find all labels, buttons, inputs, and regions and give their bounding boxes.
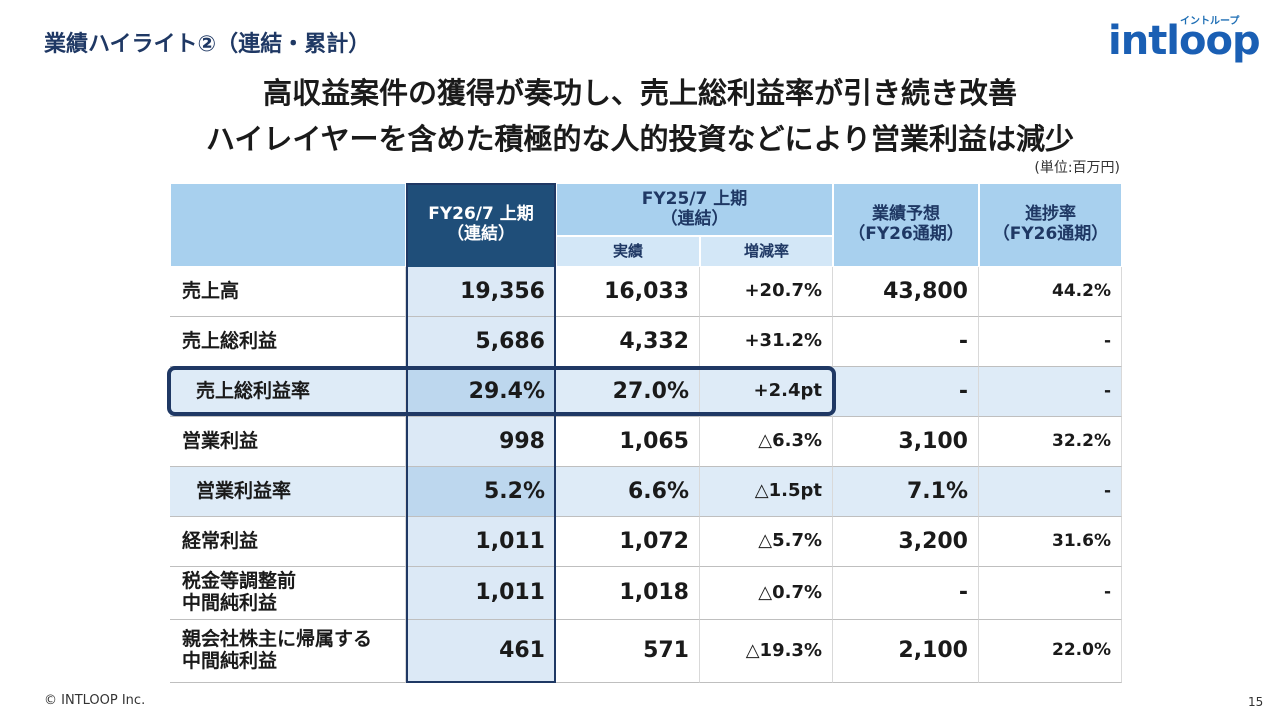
table-cell: - — [979, 467, 1122, 517]
table-cell: - — [979, 317, 1122, 367]
table-cell: 22.0% — [979, 620, 1122, 683]
table-cell: △5.7% — [700, 517, 833, 567]
table-cell: 7.1% — [833, 467, 979, 517]
table-cell: 1,011 — [406, 517, 556, 567]
table-cell: △0.7% — [700, 567, 833, 620]
headline-2: ハイレイヤーを含めた積極的な人的投資などにより営業利益は減少 — [206, 122, 1074, 156]
headline-1: 高収益案件の獲得が奏功し、売上総利益率が引き続き改善 — [262, 76, 1017, 110]
header-fy25: FY25/7 上期 （連結） — [556, 183, 833, 236]
table-cell: 1,065 — [556, 417, 700, 467]
table-cell: 44.2% — [979, 267, 1122, 317]
table-cell: 571 — [556, 620, 700, 683]
table-cell: 31.6% — [979, 517, 1122, 567]
row-label: 経常利益 — [170, 517, 406, 567]
row-label: 売上高 — [170, 267, 406, 317]
table-cell: 32.2% — [979, 417, 1122, 467]
row-label: 売上総利益率 — [170, 367, 406, 417]
table-cell: - — [833, 367, 979, 417]
row-label: 営業利益率 — [170, 467, 406, 517]
table-cell: 16,033 — [556, 267, 700, 317]
table-cell: - — [979, 567, 1122, 620]
table-cell: 1,018 — [556, 567, 700, 620]
table-cell: +20.7% — [700, 267, 833, 317]
table-cell: 29.4% — [406, 367, 556, 417]
table-cell: △6.3% — [700, 417, 833, 467]
table-cell: △19.3% — [700, 620, 833, 683]
table-cell: 43,800 — [833, 267, 979, 317]
header-text: FY26/7 上期 — [428, 204, 534, 225]
copyright: © INTLOOP Inc. — [44, 693, 146, 708]
table-cell: 19,356 — [406, 267, 556, 317]
unit: (単位:百万円) — [1034, 160, 1120, 176]
header-sub: 増減率 — [700, 236, 833, 267]
header-fy26: FY26/7 上期 （連結） — [406, 183, 556, 267]
header-forecast: 業績予想 （FY26通期） — [833, 183, 979, 267]
table-cell: - — [833, 317, 979, 367]
header-text: （連結） — [660, 208, 729, 229]
header-text: （連結） — [447, 224, 515, 244]
table-cell: 4,332 — [556, 317, 700, 367]
table-cell: 3,200 — [833, 517, 979, 567]
row-label: 営業利益 — [170, 417, 406, 467]
row-label: 税金等調整前 中間純利益 — [170, 567, 406, 620]
header-blank — [170, 183, 406, 267]
header-text: 業績予想 — [872, 204, 940, 225]
table-cell: 998 — [406, 417, 556, 467]
header-text: FY25/7 上期 — [641, 188, 748, 209]
table-cell: △1.5pt — [700, 467, 833, 517]
header-sub: 実績 — [556, 236, 700, 267]
table-cell: 1,072 — [556, 517, 700, 567]
table-cell: 3,100 — [833, 417, 979, 467]
table-cell: 6.6% — [556, 467, 700, 517]
table-cell: - — [833, 567, 979, 620]
row-label: 親会社株主に帰属する 中間純利益 — [170, 620, 406, 683]
table-cell: +31.2% — [700, 317, 833, 367]
table-cell: 27.0% — [556, 367, 700, 417]
logo-kana: イントループ — [1180, 16, 1240, 27]
page-number: 15 — [1248, 695, 1264, 709]
header-text: （FY26通期） — [992, 224, 1109, 244]
header-progress: 進捗率 （FY26通期） — [979, 183, 1122, 267]
row-label: 売上総利益 — [170, 317, 406, 367]
table-cell: +2.4pt — [700, 367, 833, 417]
table-cell: 2,100 — [833, 620, 979, 683]
table-cell: 461 — [406, 620, 556, 683]
table-cell: 5,686 — [406, 317, 556, 367]
table-cell: - — [979, 367, 1122, 417]
header-text: （FY26通期） — [848, 224, 964, 244]
table-cell: 1,011 — [406, 567, 556, 620]
logo: intloop — [1108, 18, 1261, 64]
table-cell: 5.2% — [406, 467, 556, 517]
section-title: 業績ハイライト②（連結・累計） — [44, 32, 371, 57]
header-text: 進捗率 — [1025, 204, 1076, 225]
